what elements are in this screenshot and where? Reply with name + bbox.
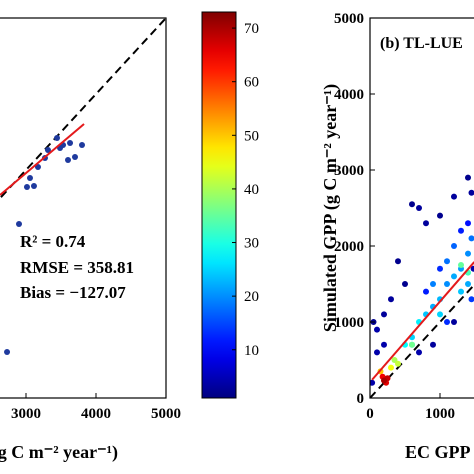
- data-point: [444, 258, 450, 265]
- annotation: R² = 0.74: [20, 232, 86, 251]
- x-tick-label: 5000: [151, 406, 181, 422]
- data-point: [437, 212, 443, 219]
- colorbar-tick-label: 30: [244, 236, 259, 252]
- colorbar-tick-label: 40: [244, 182, 259, 198]
- fit-line: [0, 123, 85, 196]
- x-axis-label: EC GPP (g C m⁻² year⁻¹): [405, 442, 474, 463]
- x-tick-label: 3000: [11, 406, 41, 422]
- data-point: [381, 377, 387, 384]
- data-point: [391, 357, 398, 363]
- data-point: [416, 205, 422, 211]
- y-tick-label: 3000: [334, 163, 364, 179]
- colorbar: [201, 11, 237, 399]
- data-point: [65, 156, 71, 163]
- data-point: [402, 281, 408, 287]
- data-point: [465, 281, 471, 287]
- data-point: [451, 273, 457, 280]
- colorbar-tick-label: 10: [244, 343, 259, 359]
- y-tick-label: 5000: [334, 11, 364, 27]
- data-point: [44, 147, 51, 154]
- data-point: [444, 281, 450, 287]
- data-point: [423, 220, 429, 227]
- data-point: [34, 164, 41, 171]
- annotation: Bias = −127.07: [20, 283, 126, 302]
- colorbar-tick-label: 60: [244, 75, 259, 91]
- data-point: [4, 349, 11, 356]
- data-point: [468, 296, 474, 303]
- data-point: [430, 341, 436, 348]
- data-point: [409, 201, 415, 208]
- panel-title: (b) TL-LUE: [380, 35, 463, 52]
- data-point: [465, 174, 471, 181]
- x-tick-label: 1000: [425, 406, 455, 422]
- data-point: [374, 326, 380, 333]
- data-point: [468, 235, 474, 242]
- y-tick-label: 4000: [334, 87, 364, 103]
- fit-line: [371, 261, 474, 381]
- colorbar-tick-label: 70: [244, 21, 259, 37]
- data-point: [374, 349, 380, 356]
- data-point: [451, 193, 457, 200]
- data-point: [395, 360, 401, 367]
- data-point: [381, 341, 387, 348]
- data-point: [23, 184, 30, 191]
- data-point: [451, 243, 457, 249]
- data-point: [395, 258, 401, 265]
- colorbar-tick-label: 20: [244, 289, 259, 305]
- data-point: [465, 220, 471, 227]
- x-tick-label: 0: [366, 406, 374, 422]
- y-tick-label: 2000: [334, 239, 364, 255]
- data-point: [26, 174, 33, 181]
- x-tick-label: 4000: [81, 406, 111, 422]
- one-to-one-line: [0, 18, 166, 200]
- data-point: [468, 189, 474, 196]
- data-point: [67, 140, 74, 147]
- data-point: [381, 311, 387, 318]
- data-point: [458, 288, 464, 295]
- colorbar-tick-label: 50: [244, 128, 259, 144]
- annotation: RMSE = 358.81: [20, 258, 134, 277]
- plot-area: [0, 18, 166, 356]
- data-point: [465, 250, 471, 257]
- y-tick-label: 1000: [334, 315, 364, 331]
- data-point: [470, 265, 474, 272]
- data-point: [409, 341, 415, 348]
- y-axis-label: Simulated GPP (g C m⁻² year⁻¹): [320, 84, 341, 332]
- data-point: [388, 364, 394, 371]
- data-point: [458, 227, 464, 234]
- data-point: [437, 311, 443, 318]
- data-point: [423, 288, 429, 295]
- data-point: [72, 154, 78, 161]
- data-point: [79, 141, 85, 148]
- data-point: [54, 135, 61, 142]
- data-point: [437, 265, 443, 272]
- data-point: [444, 319, 450, 325]
- plot-area: [370, 174, 474, 398]
- data-point: [388, 296, 394, 303]
- data-point: [416, 349, 422, 356]
- axes-box: [369, 17, 474, 399]
- axes-box: [0, 17, 167, 399]
- x-axis-label: EC GPP (g C m⁻² year⁻¹): [0, 442, 118, 463]
- data-point: [451, 319, 457, 325]
- data-point: [430, 281, 436, 287]
- data-point: [458, 262, 464, 268]
- data-point: [370, 379, 376, 386]
- data-point: [30, 183, 37, 190]
- data-point: [16, 221, 22, 228]
- y-tick-label: 0: [357, 391, 365, 407]
